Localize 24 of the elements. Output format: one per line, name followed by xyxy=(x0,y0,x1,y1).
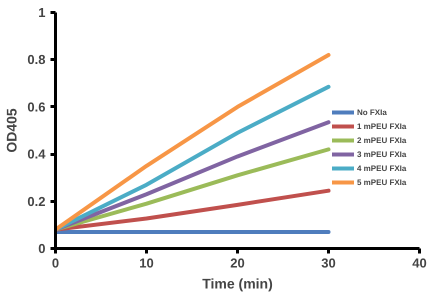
y-tick-label: 0.8 xyxy=(27,52,46,68)
y-axis-title: OD405 xyxy=(3,108,20,153)
line-series xyxy=(56,84,330,232)
legend-label: 3 mPEU FXIa xyxy=(357,148,406,160)
y-tick-label: 0.6 xyxy=(27,99,46,114)
line-series xyxy=(56,52,330,232)
x-tick-label: 40 xyxy=(412,256,427,270)
y-tick-label: 0.4 xyxy=(27,146,46,162)
x-axis-title: Time (min) xyxy=(202,276,273,292)
x-tick-label: 30 xyxy=(321,256,336,270)
legend-label: 4 mPEU FXIa xyxy=(357,162,406,174)
legend-label: 1 mPEU FXIa xyxy=(357,120,406,132)
x-tick-label: 0 xyxy=(52,256,60,270)
y-tick-label: 1 xyxy=(38,5,46,20)
line-series xyxy=(56,147,330,232)
line-series xyxy=(56,120,330,232)
legend-label: 2 mPEU FXIa xyxy=(357,134,406,146)
legend-label: 5 mPEU FXIa xyxy=(357,176,406,188)
y-tick-label: 0.2 xyxy=(27,194,46,209)
line-series xyxy=(56,188,330,232)
x-tick-label: 10 xyxy=(139,256,154,270)
x-tick-label: 20 xyxy=(230,256,245,270)
legend-label: No FXIa xyxy=(357,106,387,118)
y-tick-label: 0 xyxy=(38,241,46,256)
